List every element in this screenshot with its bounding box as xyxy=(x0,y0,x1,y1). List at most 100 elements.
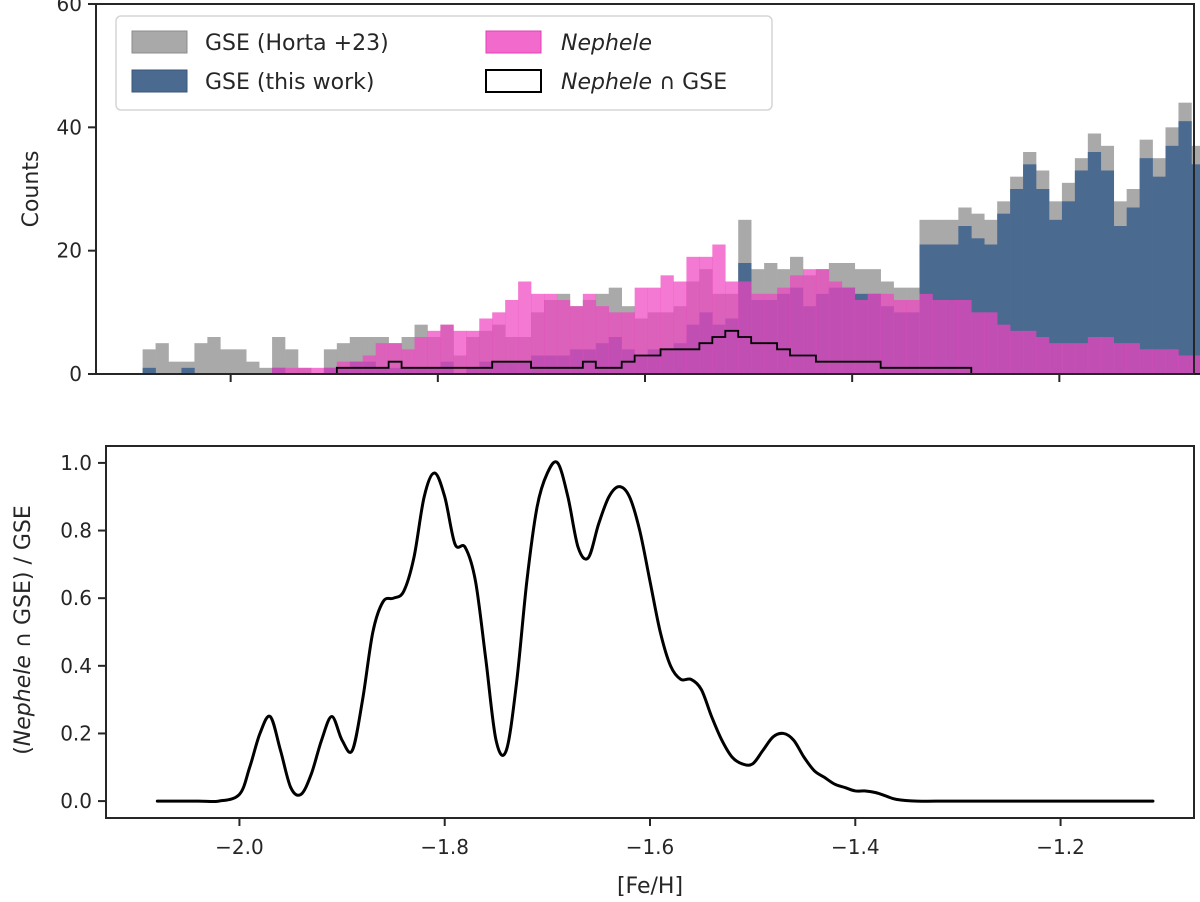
bar-nephele xyxy=(1023,330,1037,374)
bar-nephele xyxy=(608,312,622,374)
legend-swatch-nephele xyxy=(485,30,542,54)
bar-nephele xyxy=(699,256,713,374)
bottom-y-label-italic: Nephele xyxy=(11,655,36,746)
legend-label-nephele: Nephele xyxy=(561,31,652,56)
bar-nephele xyxy=(505,300,519,374)
bar-gse-horta-23 xyxy=(246,361,260,374)
bar-gse-horta-23 xyxy=(220,349,234,374)
bottom-y-tick-label: 0.4 xyxy=(60,654,92,678)
bar-gse-this-work xyxy=(1139,158,1153,374)
bar-nephele xyxy=(971,312,985,374)
top-histogram-panel: 0 20 40 60 Counts GSE (Horta +23) GSE (this… xyxy=(19,0,1200,386)
bar-gse-horta-23 xyxy=(155,343,169,374)
legend-nephele-italic-part: Nephele xyxy=(561,70,652,95)
bar-nephele xyxy=(401,349,415,374)
bar-nephele xyxy=(323,367,338,374)
bar-gse-horta-23 xyxy=(272,337,286,374)
bar-nephele xyxy=(673,281,687,374)
series-nephele xyxy=(272,244,1200,374)
top-y-tick-label: 40 xyxy=(57,115,82,139)
bar-nephele xyxy=(686,256,700,374)
bottom-x-tick-label: −2.0 xyxy=(215,835,264,859)
ratio-line xyxy=(155,460,1155,804)
bar-nephele xyxy=(1139,349,1153,374)
legend-label-nephele-cap-gse: Nephele ∩ GSE xyxy=(561,70,727,95)
bar-nephele xyxy=(621,312,635,374)
bar-nephele xyxy=(1087,337,1102,374)
bar-nephele xyxy=(1036,337,1050,374)
legend-swatch-nephele-cap-gse xyxy=(485,69,542,93)
bar-nephele xyxy=(751,293,765,374)
bar-gse-horta-23 xyxy=(233,349,247,374)
bar-nephele xyxy=(1178,355,1192,374)
bar-nephele xyxy=(414,337,428,374)
legend-swatch-gse-horta xyxy=(131,30,188,54)
bar-nephele xyxy=(867,293,881,374)
bar-nephele xyxy=(466,330,480,374)
bar-nephele xyxy=(1074,343,1089,374)
bar-nephele xyxy=(388,343,402,374)
bottom-y-ticks: 0.0 0.2 0.4 0.6 0.8 1.0 xyxy=(60,451,106,813)
bottom-x-tick-label: −1.6 xyxy=(626,835,675,859)
bar-nephele xyxy=(1165,349,1179,374)
bar-nephele xyxy=(440,324,454,374)
bar-nephele xyxy=(854,300,869,374)
histogram-series-group xyxy=(142,102,1200,375)
bar-nephele xyxy=(492,312,506,374)
bar-nephele xyxy=(828,281,843,374)
bottom-x-axis-label: [Fe/H] xyxy=(617,874,683,899)
bottom-x-tick-label: −1.2 xyxy=(1036,835,1085,859)
bar-nephele xyxy=(544,293,558,374)
bottom-y-tick-label: 0.8 xyxy=(60,519,92,543)
bar-gse-this-work xyxy=(181,367,195,374)
bar-gse-horta-23 xyxy=(194,343,208,374)
top-x-ticks xyxy=(229,374,1061,382)
legend-label-gse-horta: GSE (Horta +23) xyxy=(205,31,389,56)
bottom-y-tick-label: 0.6 xyxy=(60,586,92,610)
bar-nephele xyxy=(712,244,726,374)
bar-nephele xyxy=(569,306,584,374)
bar-nephele xyxy=(802,269,817,374)
bottom-y-label-prefix: ( xyxy=(11,746,36,755)
top-y-tick-label: 20 xyxy=(57,239,82,263)
bar-nephele xyxy=(285,367,299,374)
top-y-tick-label: 0 xyxy=(69,362,82,386)
bar-gse-horta-23 xyxy=(168,361,182,374)
bar-nephele xyxy=(1191,355,1200,374)
bar-nephele xyxy=(919,293,933,374)
bar-nephele xyxy=(479,318,493,374)
bar-nephele xyxy=(595,306,610,374)
bottom-line-panel: 0.00.20.40.60.81.0 −2.0 −1.8 −1.6 −1.4 −1.2 … xyxy=(11,445,1195,899)
bar-gse-this-work xyxy=(1074,170,1089,374)
bar-gse-this-work xyxy=(1048,219,1063,374)
bottom-x-tick-label: −1.4 xyxy=(831,835,880,859)
bottom-y-tick-label: 1.0 xyxy=(60,451,92,475)
bar-nephele xyxy=(310,367,325,374)
bar-nephele xyxy=(556,300,571,374)
bar-gse-this-work xyxy=(1126,207,1140,374)
bar-nephele xyxy=(1061,343,1076,374)
bar-nephele xyxy=(453,330,467,374)
bottom-axes-frame xyxy=(105,445,1195,819)
bar-nephele xyxy=(815,269,830,374)
bar-nephele xyxy=(427,330,441,374)
bar-nephele xyxy=(272,367,286,374)
bar-gse-this-work xyxy=(1023,164,1037,374)
bar-gse-this-work xyxy=(1100,170,1115,374)
bar-nephele xyxy=(945,300,959,374)
bar-nephele xyxy=(375,343,389,374)
bar-nephele xyxy=(738,281,752,374)
bar-gse-this-work xyxy=(1165,145,1179,374)
legend-label-gse-this-work: GSE (this work) xyxy=(205,70,374,95)
bar-nephele xyxy=(725,281,739,374)
bar-nephele xyxy=(1100,337,1115,374)
legend: GSE (Horta +23) GSE (this work) Nephele … xyxy=(115,15,773,111)
bar-nephele xyxy=(362,355,376,374)
bar-nephele xyxy=(764,293,778,374)
bar-nephele xyxy=(932,300,946,374)
bar-gse-horta-23 xyxy=(207,337,221,374)
bottom-y-label-suffix: ∩ GSE) / GSE xyxy=(11,505,36,655)
bar-nephele xyxy=(582,293,597,374)
bar-gse-this-work xyxy=(1061,201,1076,374)
